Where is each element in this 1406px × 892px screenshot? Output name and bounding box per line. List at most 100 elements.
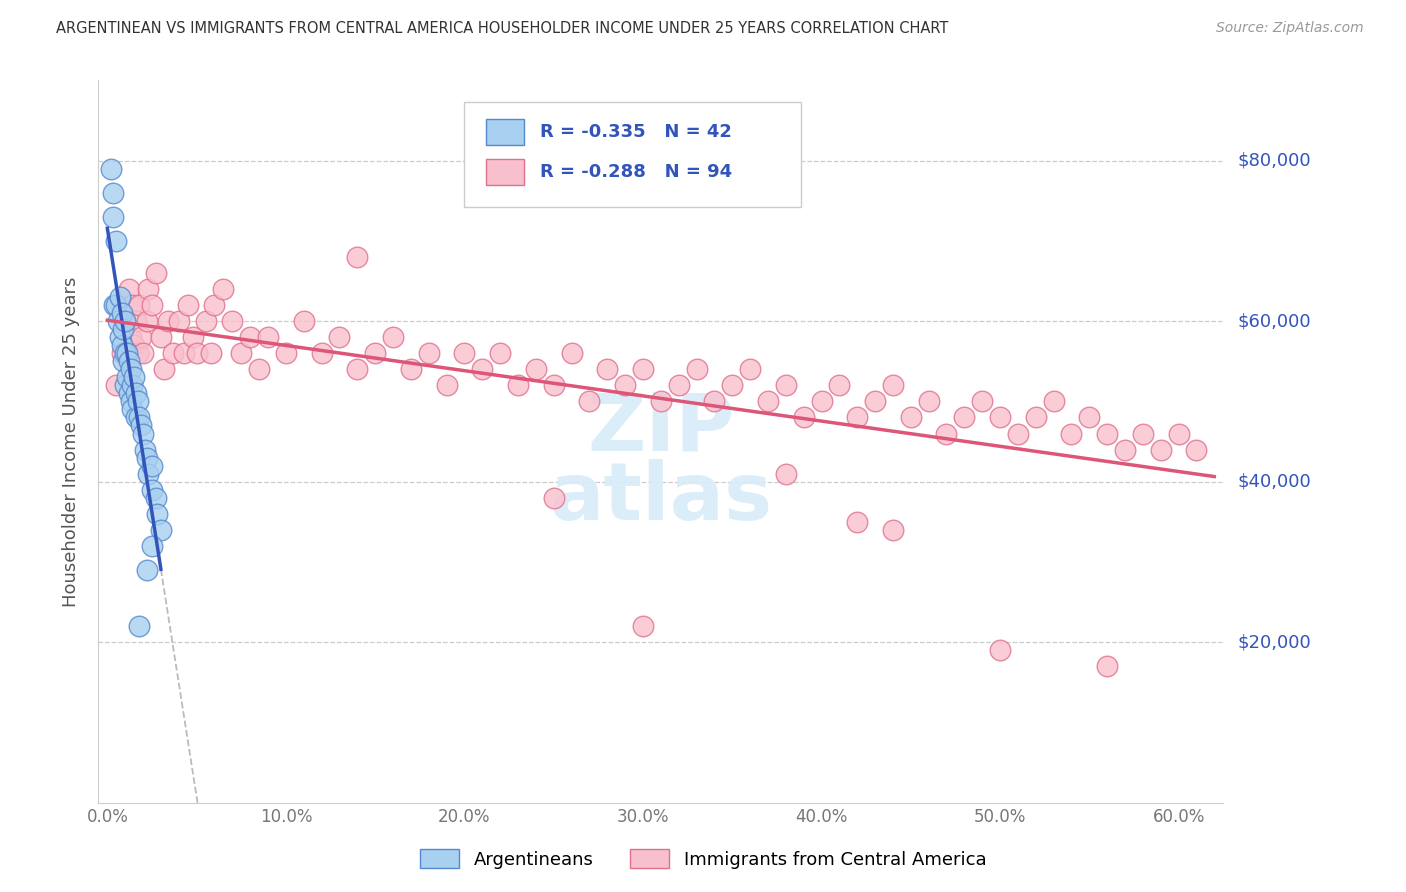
Point: [121, 378, 143, 392]
Point: [200, 346, 222, 360]
Point: [105, 298, 128, 312]
Point: [162, 346, 184, 360]
Point: [115, 346, 138, 360]
Point: [1078, 410, 1101, 425]
Point: [125, 410, 148, 425]
Point: [112, 322, 135, 336]
Point: [364, 346, 387, 360]
Point: [274, 346, 297, 360]
Point: [118, 354, 141, 368]
Point: [1095, 426, 1118, 441]
Point: [239, 330, 262, 344]
Point: [257, 330, 280, 344]
Point: [703, 394, 725, 409]
Point: [489, 346, 512, 360]
Y-axis label: Householder Income Under 25 years: Householder Income Under 25 years: [62, 277, 80, 607]
Point: [129, 418, 152, 433]
Point: [132, 346, 155, 360]
Point: [1132, 426, 1154, 441]
Point: [917, 394, 939, 409]
Point: [614, 378, 637, 392]
Legend: Argentineans, Immigrants from Central America: Argentineans, Immigrants from Central Am…: [412, 841, 994, 876]
Point: [111, 306, 134, 320]
Point: [399, 362, 422, 376]
Point: [141, 298, 163, 312]
Point: [346, 362, 368, 376]
Point: [114, 346, 136, 360]
Text: $40,000: $40,000: [1237, 473, 1310, 491]
Point: [382, 330, 405, 344]
Point: [247, 362, 270, 376]
Point: [115, 370, 138, 384]
Point: [173, 346, 195, 360]
Point: [127, 346, 149, 360]
Point: [810, 394, 832, 409]
Point: [101, 210, 124, 224]
Point: [1185, 442, 1208, 457]
Point: [128, 619, 150, 633]
Point: [129, 330, 152, 344]
Point: [846, 515, 869, 529]
Point: [453, 346, 475, 360]
Point: [149, 523, 172, 537]
Point: [1007, 426, 1029, 441]
Point: [135, 450, 157, 465]
Point: [121, 402, 143, 417]
Point: [1167, 426, 1189, 441]
Point: [561, 346, 583, 360]
Point: [793, 410, 815, 425]
Point: [328, 330, 350, 344]
Point: [105, 378, 128, 392]
Point: [988, 643, 1011, 657]
Point: [846, 410, 869, 425]
Point: [128, 298, 150, 312]
Point: [107, 314, 129, 328]
Point: [114, 314, 136, 328]
Point: [471, 362, 494, 376]
Point: [863, 394, 886, 409]
Point: [436, 378, 458, 392]
Point: [972, 394, 994, 409]
Point: [1060, 426, 1083, 441]
Point: [953, 410, 976, 425]
Text: Source: ZipAtlas.com: Source: ZipAtlas.com: [1216, 21, 1364, 35]
Point: [141, 483, 163, 497]
Point: [121, 298, 143, 312]
Point: [118, 386, 141, 401]
Point: [153, 362, 176, 376]
Point: [127, 394, 149, 409]
Point: [176, 298, 198, 312]
Point: [125, 314, 148, 328]
Point: [138, 467, 160, 481]
Point: [631, 362, 654, 376]
Point: [122, 338, 145, 352]
Point: [1042, 394, 1064, 409]
Point: [103, 298, 125, 312]
Text: $60,000: $60,000: [1237, 312, 1310, 330]
Point: [141, 539, 163, 553]
Point: [988, 410, 1011, 425]
Point: [125, 386, 148, 401]
Point: [828, 378, 851, 392]
Point: [685, 362, 707, 376]
Point: [775, 378, 797, 392]
Point: [935, 426, 957, 441]
Point: [756, 394, 779, 409]
Point: [132, 426, 155, 441]
Point: [101, 186, 124, 200]
Point: [135, 563, 157, 577]
Point: [145, 266, 167, 280]
Point: [128, 410, 150, 425]
Point: [1114, 442, 1136, 457]
Point: [167, 314, 190, 328]
Point: [181, 330, 204, 344]
FancyBboxPatch shape: [486, 159, 523, 185]
Point: [114, 314, 136, 328]
Point: [882, 523, 904, 537]
Point: [122, 370, 145, 384]
Point: [221, 314, 243, 328]
Point: [506, 378, 529, 392]
Point: [524, 362, 547, 376]
Point: [292, 314, 315, 328]
Point: [775, 467, 797, 481]
